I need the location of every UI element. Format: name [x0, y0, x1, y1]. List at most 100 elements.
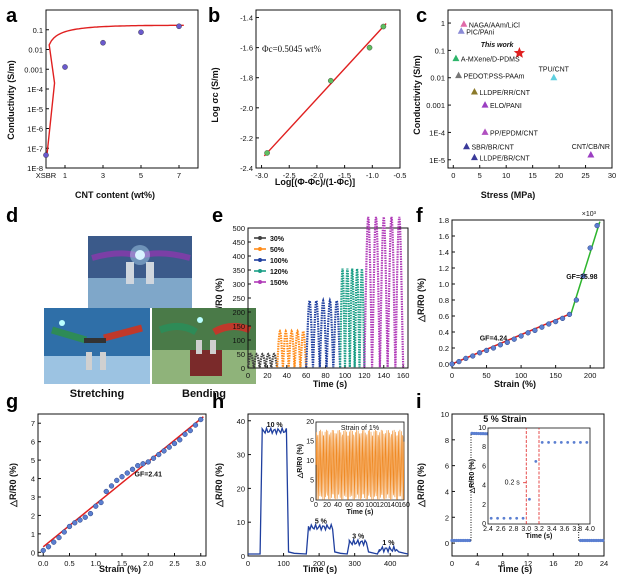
i-inset-xtick-label: 4.0 — [585, 526, 595, 533]
e-ytick-label: 100 — [232, 336, 245, 345]
c-xtick-label: 5 — [478, 171, 482, 180]
b-xtick-label: -2.0 — [310, 171, 323, 180]
g-data-point — [61, 529, 67, 535]
b-xtick-label: -3.0 — [255, 171, 268, 180]
e-series-line — [276, 328, 308, 368]
h-inset-xtick-label: 160 — [398, 502, 410, 509]
h-ytick-label: 10 — [237, 518, 245, 527]
h-inset-xlabel: Time (s) — [347, 509, 374, 516]
i-inset-xlabel: Time (s) — [526, 533, 553, 540]
e-legend-marker — [258, 280, 262, 284]
f-data-point — [580, 273, 586, 279]
h-step-label: 10 % — [267, 422, 284, 429]
i-inset-point — [515, 516, 519, 520]
h-inset-xtick-label: 20 — [323, 502, 331, 509]
b-annotation: Φc=0.5045 wt% — [262, 44, 322, 54]
g-data-point — [171, 440, 178, 447]
i-ytick-label: 0 — [445, 539, 449, 548]
a-data-point — [62, 64, 68, 70]
h-xtick-label: 200 — [313, 559, 326, 568]
i-inset-xtick-label: 3.2 — [534, 526, 544, 533]
panel-label-b: b — [208, 5, 220, 27]
g-data-point — [119, 474, 125, 480]
b-fit-line — [263, 23, 387, 157]
i-inset-ytick-label: 2 — [482, 502, 486, 509]
g-ytick-label: 7 — [31, 419, 35, 428]
e-xtick-label: 80 — [321, 371, 329, 380]
i-inset-xtick-label: 3.0 — [521, 526, 531, 533]
e-legend-label: 50% — [270, 247, 285, 254]
f-xtick-label: 100 — [515, 371, 528, 380]
h-ytick-label: 20 — [237, 484, 245, 493]
c-point-label: LLDPE/RR/CNT — [479, 90, 530, 97]
a-ytick-label: 1E-4 — [27, 85, 43, 94]
i-xtick-label: 20 — [574, 559, 582, 568]
b-plot-frame — [255, 9, 401, 169]
c-data-triangle — [587, 150, 595, 158]
i-data-point — [483, 432, 487, 436]
c-point-label: NAGA/AAm/LiCl — [469, 22, 520, 29]
e-xtick-label: 0 — [246, 371, 250, 380]
a-xtick-label: XSBR — [36, 171, 57, 180]
c-data-triangle — [463, 142, 471, 150]
g-xtick-label: 2.0 — [143, 559, 153, 568]
g-data-point — [187, 427, 193, 434]
e-series-line — [246, 352, 279, 368]
i-title: 5 % Strain — [483, 414, 527, 424]
f-ylabel: △R/R0 (%) — [416, 278, 426, 323]
e-series-line — [305, 296, 342, 368]
i-inset-ytick-label: 10 — [478, 425, 486, 432]
i-data-point — [479, 432, 483, 436]
g-data-point — [103, 488, 109, 495]
e-legend-label: 30% — [270, 236, 285, 243]
f-plot-frame — [451, 219, 605, 369]
g-ytick-label: 6 — [31, 438, 35, 447]
h-ytick-label: 30 — [237, 451, 245, 460]
i-data-point — [578, 538, 583, 543]
c-point-label: PEDOT:PSS-PAAm — [464, 74, 525, 81]
c-point-label: ELO/PANI — [490, 103, 522, 110]
c-xtick-label: 25 — [581, 171, 589, 180]
f-ytick-label: 1.0 — [439, 280, 449, 289]
c-data-triangle — [457, 27, 465, 34]
i-data-point — [457, 538, 461, 543]
i-inset-point — [540, 441, 544, 444]
h-inset-xtick-label: 100 — [365, 502, 377, 509]
b-ytick-label: -2.2 — [240, 134, 253, 143]
c-point-label: TPU/CNT — [539, 67, 570, 74]
f-gf1-label: GF=4.24 — [480, 335, 508, 342]
c-data-triangle — [455, 71, 463, 79]
a-xtick-label: 5 — [139, 171, 143, 180]
b-ytick-label: -2.4 — [240, 164, 253, 173]
g-data-point — [66, 523, 73, 530]
i-ytick-label: 4 — [445, 487, 449, 496]
b-xtick-label: -1.5 — [338, 171, 351, 180]
photo-stretching — [44, 308, 150, 384]
a-xtick-label: 7 — [177, 171, 181, 180]
e-xlabel: Time (s) — [313, 379, 347, 389]
g-xlabel: Strain (%) — [99, 564, 141, 574]
f-xtick-label: 150 — [549, 371, 562, 380]
i-inset-point — [534, 459, 538, 463]
panel-label-h: h — [212, 391, 224, 413]
panel-label-i: i — [416, 391, 422, 413]
f-ytick-label: 0.2 — [439, 344, 449, 353]
a-ytick-label: 1E-8 — [27, 164, 43, 173]
e-ytick-label: 250 — [232, 294, 245, 303]
panel-label-a: a — [6, 5, 18, 27]
f-data-point — [518, 333, 524, 339]
g-data-point — [145, 459, 151, 465]
e-xtick-label: 140 — [377, 371, 390, 380]
c-xtick-label: 15 — [528, 171, 536, 180]
h-inset-title: Strain of 1% — [341, 425, 379, 432]
panel-label-g: g — [6, 391, 18, 413]
h-xtick-label: 0 — [246, 559, 250, 568]
f-xlabel: Strain (%) — [494, 379, 536, 389]
e-xtick-label: 60 — [302, 371, 310, 380]
b-xtick-label: -1.0 — [366, 171, 379, 180]
i-xlabel: Time (s) — [498, 564, 532, 574]
h-ytick-label: 40 — [237, 417, 245, 426]
h-xlabel: Time (s) — [303, 564, 337, 574]
f-xtick-label: 50 — [482, 371, 490, 380]
h-inset-xtick-label: 60 — [345, 502, 353, 509]
